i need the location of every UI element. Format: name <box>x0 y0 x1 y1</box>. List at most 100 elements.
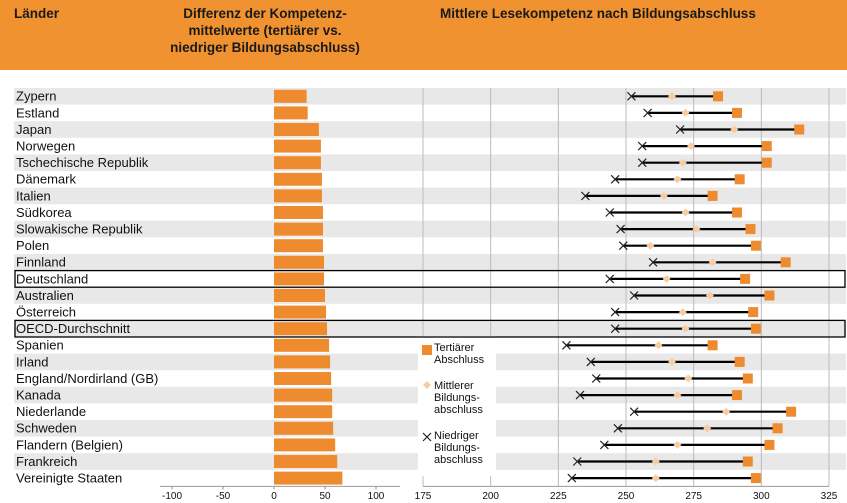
marker-square <box>731 207 742 218</box>
marker-diamond <box>673 391 682 400</box>
x-tick-label: 100 <box>368 491 385 502</box>
marker-cross <box>629 291 639 300</box>
highlight-box <box>14 319 846 338</box>
legend-marker <box>423 381 431 389</box>
marker-square <box>731 107 742 118</box>
category-label: OECD-Durchschnitt <box>16 321 131 336</box>
category-label: Südkorea <box>16 205 72 220</box>
bar <box>274 388 333 402</box>
row-stripe <box>14 320 846 337</box>
marker-square <box>740 273 751 284</box>
bar <box>274 289 325 302</box>
marker-cross <box>616 224 626 234</box>
bar <box>274 189 322 203</box>
category-label: Australien <box>16 288 74 303</box>
bar <box>274 255 324 269</box>
bar <box>274 172 322 186</box>
row-stripe <box>14 287 846 304</box>
marker-diamond <box>684 374 693 383</box>
bar <box>274 372 332 385</box>
x-tick-label: 275 <box>685 491 702 502</box>
legend-marker <box>422 345 432 355</box>
row-stripe <box>14 187 846 205</box>
marker-diamond <box>673 175 682 184</box>
marker-diamond <box>686 142 695 151</box>
bar <box>274 123 319 136</box>
bar <box>274 206 323 219</box>
bar <box>274 89 307 103</box>
bar <box>274 222 323 236</box>
bar <box>274 338 330 352</box>
marker-square <box>761 157 772 168</box>
bar <box>274 272 324 286</box>
category-label: Deutschland <box>16 271 88 286</box>
marker-diamond <box>654 341 663 350</box>
marker-square <box>750 323 761 334</box>
category-label: Vereinigte Staaten <box>16 471 122 486</box>
chart-title: Differenz der Kompetenz- mittelwerte (te… <box>170 6 360 55</box>
category-label: Japan <box>16 122 51 137</box>
category-label: England/Nordirland (GB) <box>16 371 158 386</box>
marker-square <box>731 390 742 401</box>
highlight-box <box>14 269 846 288</box>
row-stripe <box>14 154 846 171</box>
category-label: Spanien <box>16 338 64 353</box>
category-label: Italien <box>16 188 51 203</box>
x-tick-label: 325 <box>821 491 838 502</box>
marker-cross <box>580 191 590 201</box>
category-label: Irland <box>16 354 49 369</box>
marker-cross <box>605 274 615 284</box>
marker-diamond <box>651 474 660 483</box>
marker-square <box>742 456 753 467</box>
bar <box>274 139 321 153</box>
legend-label: Mittlerer Bildungs- abschluss <box>434 380 483 416</box>
marker-cross <box>643 108 653 118</box>
marker-cross <box>637 158 647 168</box>
marker-cross <box>626 91 636 101</box>
marker-cross <box>610 174 620 184</box>
marker-cross <box>618 241 628 251</box>
marker-square <box>764 290 775 301</box>
marker-square <box>745 224 756 235</box>
marker-square <box>748 307 759 318</box>
category-label: Tschechische Republik <box>16 155 149 170</box>
marker-cross <box>567 473 577 483</box>
marker-diamond <box>662 274 671 283</box>
marker-diamond <box>708 258 717 267</box>
category-label: Kanada <box>16 388 62 403</box>
marker-diamond <box>678 308 687 317</box>
x-tick-label: 175 <box>415 491 432 502</box>
marker-cross <box>637 141 647 151</box>
x-tick-label: 250 <box>618 491 635 502</box>
x-tick-label: 0 <box>271 491 277 502</box>
bar <box>274 405 333 419</box>
marker-square <box>707 190 718 201</box>
marker-cross <box>675 125 685 134</box>
marker-diamond <box>659 191 668 200</box>
bar <box>274 438 336 452</box>
marker-cross <box>591 374 601 383</box>
marker-square <box>764 439 775 450</box>
bar <box>274 471 343 485</box>
header-band <box>0 0 847 70</box>
marker-diamond <box>705 291 714 300</box>
marker-square <box>750 473 761 484</box>
x-tick-label: 300 <box>753 491 770 502</box>
category-label: Flandern (Belgien) <box>16 437 123 452</box>
marker-diamond <box>681 108 690 117</box>
x-tick-label: -100 <box>162 491 182 502</box>
row-stripe <box>14 254 846 271</box>
marker-diamond <box>730 125 739 134</box>
marker-diamond <box>646 241 655 250</box>
row-stripe <box>14 220 846 238</box>
marker-square <box>750 240 761 251</box>
marker-cross <box>575 390 585 400</box>
bar <box>274 355 331 369</box>
bar <box>274 421 334 435</box>
column-header: Länder <box>14 6 60 21</box>
category-label: Estland <box>16 105 59 120</box>
chart-title: Mittlere Lesekompetenz nach Bildungsabsc… <box>440 6 756 21</box>
marker-cross <box>572 457 582 466</box>
marker-cross <box>586 357 596 367</box>
marker-diamond <box>722 407 731 416</box>
